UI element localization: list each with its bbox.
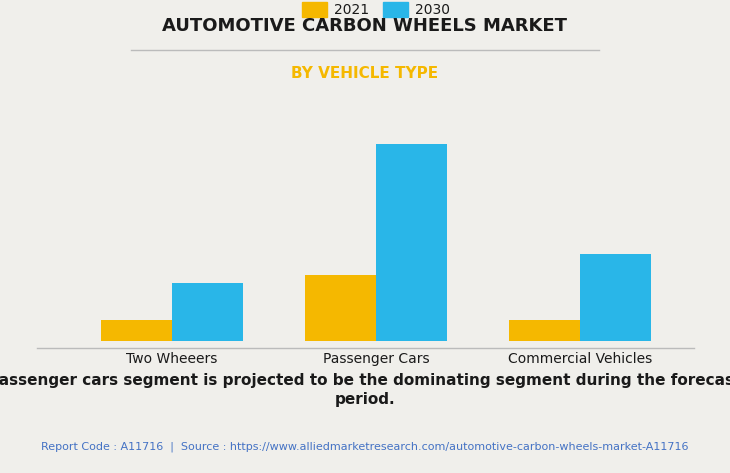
Bar bbox=[509, 320, 580, 341]
Text: period.: period. bbox=[334, 392, 396, 407]
Text: AUTOMOTIVE CARBON WHEELS MARKET: AUTOMOTIVE CARBON WHEELS MARKET bbox=[163, 17, 567, 35]
Text: Passenger cars segment is projected to be the dominating segment during the fore: Passenger cars segment is projected to b… bbox=[0, 373, 730, 388]
Legend: 2021, 2030: 2021, 2030 bbox=[302, 2, 450, 17]
Text: Report Code : A11716  |  Source : https://www.alliedmarketresearch.com/automotiv: Report Code : A11716 | Source : https://… bbox=[42, 442, 688, 452]
Bar bbox=[580, 254, 651, 341]
Bar bbox=[101, 320, 172, 341]
Bar bbox=[304, 274, 376, 341]
Text: BY VEHICLE TYPE: BY VEHICLE TYPE bbox=[291, 66, 439, 81]
Bar bbox=[172, 283, 243, 341]
Bar bbox=[376, 144, 447, 341]
